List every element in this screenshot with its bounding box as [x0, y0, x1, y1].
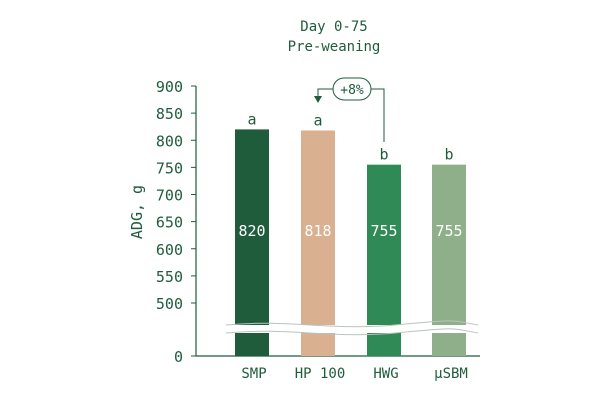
- significance-letter: a: [313, 111, 322, 129]
- axis-break: [225, 320, 479, 336]
- y-tick-label: 850: [156, 105, 183, 123]
- y-tick-label: 500: [156, 295, 183, 313]
- chart-subtitle: Pre-weaning: [288, 39, 381, 55]
- y-tick-label: 700: [156, 187, 183, 205]
- bar-value-label: 820: [238, 222, 265, 240]
- axis-break-gap: [226, 325, 478, 333]
- x-tick-label: SMP: [241, 366, 266, 382]
- x-tick-label: HWG: [373, 366, 398, 382]
- x-axis-tick-labels: SMP HP 100 HWG µSBM: [241, 366, 468, 382]
- significance-letter: a: [247, 110, 256, 128]
- annotation-arrowhead: [314, 96, 322, 103]
- significance-letter: b: [379, 146, 388, 164]
- y-tick-label: 750: [156, 159, 183, 177]
- bar-value-label: 818: [304, 222, 331, 240]
- bar-hwg: [367, 164, 401, 356]
- bar-hp-100: [301, 130, 335, 356]
- bar-value-label: 755: [370, 222, 397, 240]
- axis-break-line: [225, 320, 479, 328]
- y-tick-label: 800: [156, 132, 183, 150]
- difference-annotation: +8%: [314, 77, 385, 142]
- y-tick-label: 650: [156, 214, 183, 232]
- axis-break-line: [225, 328, 479, 336]
- y-tick-label: 0: [174, 348, 183, 366]
- y-tick-label: 550: [156, 268, 183, 286]
- bar-smp: [235, 129, 269, 356]
- chart-title: Day 0-75: [300, 19, 367, 35]
- annotation-text: +8%: [340, 83, 364, 98]
- bars: 820 a 818 a 755 b 755 b: [235, 110, 466, 356]
- bar--sbm: [432, 164, 466, 356]
- annotation-badge: [332, 77, 372, 101]
- y-tick-label: 900: [156, 78, 183, 96]
- significance-letter: b: [444, 146, 453, 164]
- y-axis-ticks: 900 850 800 750 700 650 600 550 500 0: [156, 78, 196, 366]
- x-tick-label: HP 100: [295, 366, 346, 382]
- y-axis-label: ADG, g: [128, 185, 146, 239]
- bar-value-label: 755: [435, 222, 462, 240]
- y-tick-label: 600: [156, 241, 183, 259]
- x-tick-label: µSBM: [434, 366, 468, 382]
